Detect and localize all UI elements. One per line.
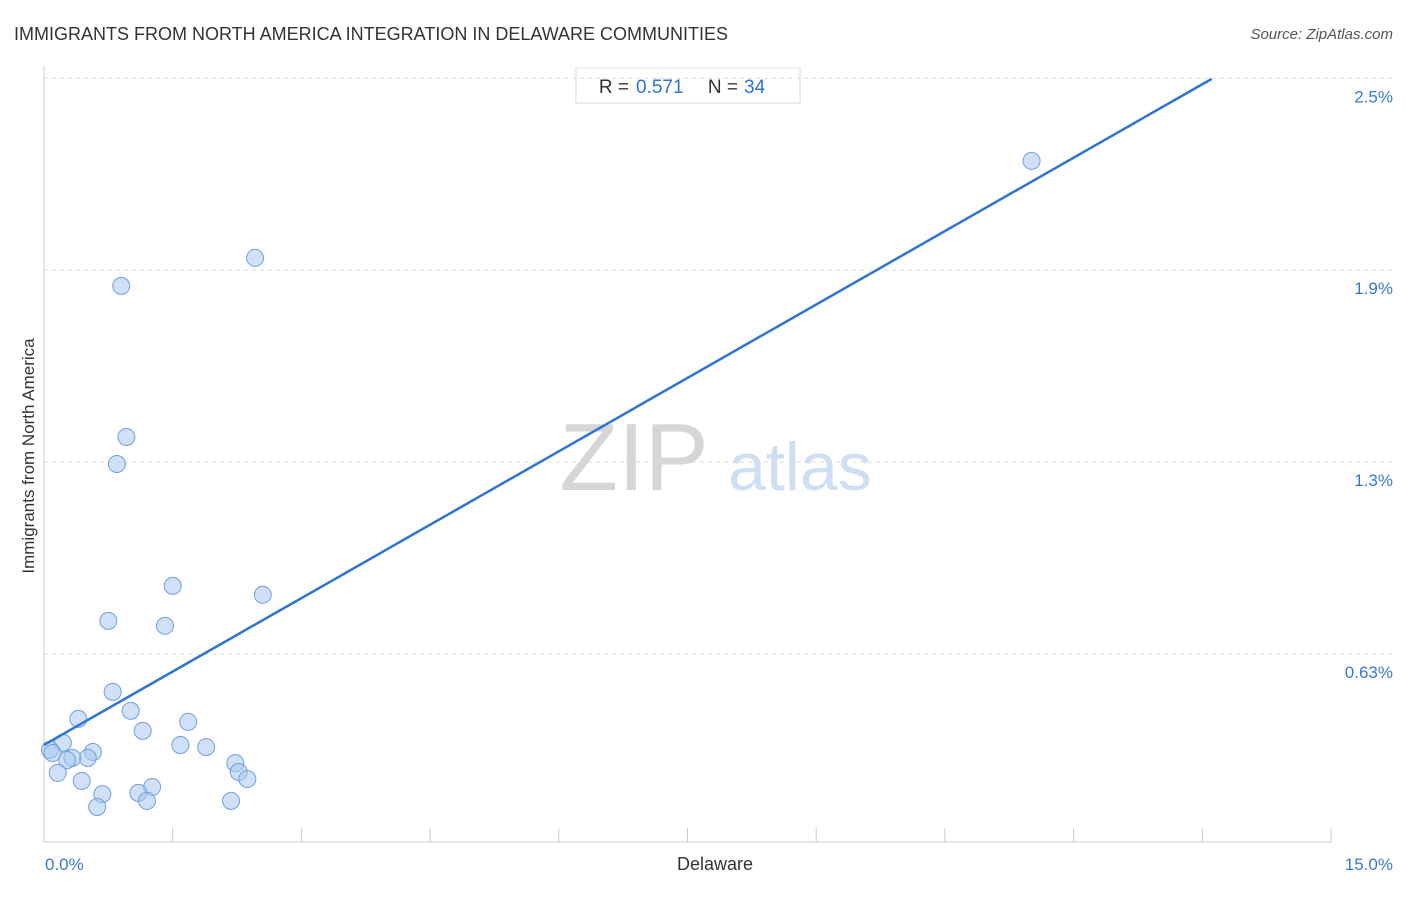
data-point	[163, 576, 182, 595]
data-point	[78, 748, 97, 767]
chart-title: IMMIGRANTS FROM NORTH AMERICA INTEGRATIO…	[14, 24, 728, 44]
y-tick-label: 2.5%	[1354, 87, 1393, 106]
data-point	[222, 791, 241, 810]
data-point	[112, 276, 131, 295]
r-value: 0.571	[636, 77, 684, 98]
data-point	[48, 763, 67, 782]
data-point	[107, 454, 126, 473]
y-tick-label: 1.9%	[1354, 279, 1393, 298]
data-point	[133, 721, 152, 740]
data-point	[171, 735, 190, 754]
data-point	[117, 427, 136, 446]
data-point	[137, 791, 156, 810]
x-tick-label: 0.0%	[45, 855, 84, 874]
y-axis-label: Immigrants from North America	[19, 338, 38, 574]
x-tick-label: 15.0%	[1345, 855, 1393, 874]
data-point	[58, 751, 77, 770]
data-point	[88, 798, 107, 816]
data-point	[72, 771, 91, 790]
stats-box	[575, 67, 801, 104]
n-label: N =	[708, 77, 738, 98]
data-point	[155, 616, 174, 635]
data-point	[1022, 151, 1041, 170]
y-tick-label: 0.63%	[1345, 663, 1393, 682]
x-axis-label: Delaware	[677, 854, 753, 874]
y-tick-label: 1.3%	[1354, 471, 1393, 490]
data-point	[179, 712, 198, 731]
data-point	[238, 770, 257, 789]
data-point	[43, 743, 62, 762]
watermark-atlas: atlas	[728, 429, 872, 505]
watermark-zip: ZIP	[559, 404, 708, 511]
trend-line	[43, 77, 1213, 747]
source: Source: ZipAtlas.com	[1250, 26, 1393, 43]
data-point	[197, 738, 216, 757]
data-point	[253, 585, 272, 604]
data-point	[103, 682, 122, 701]
r-label: R =	[599, 77, 629, 98]
data-point	[246, 248, 265, 267]
data-point	[121, 701, 140, 720]
data-point	[99, 611, 118, 630]
n-value: 34	[744, 77, 766, 98]
